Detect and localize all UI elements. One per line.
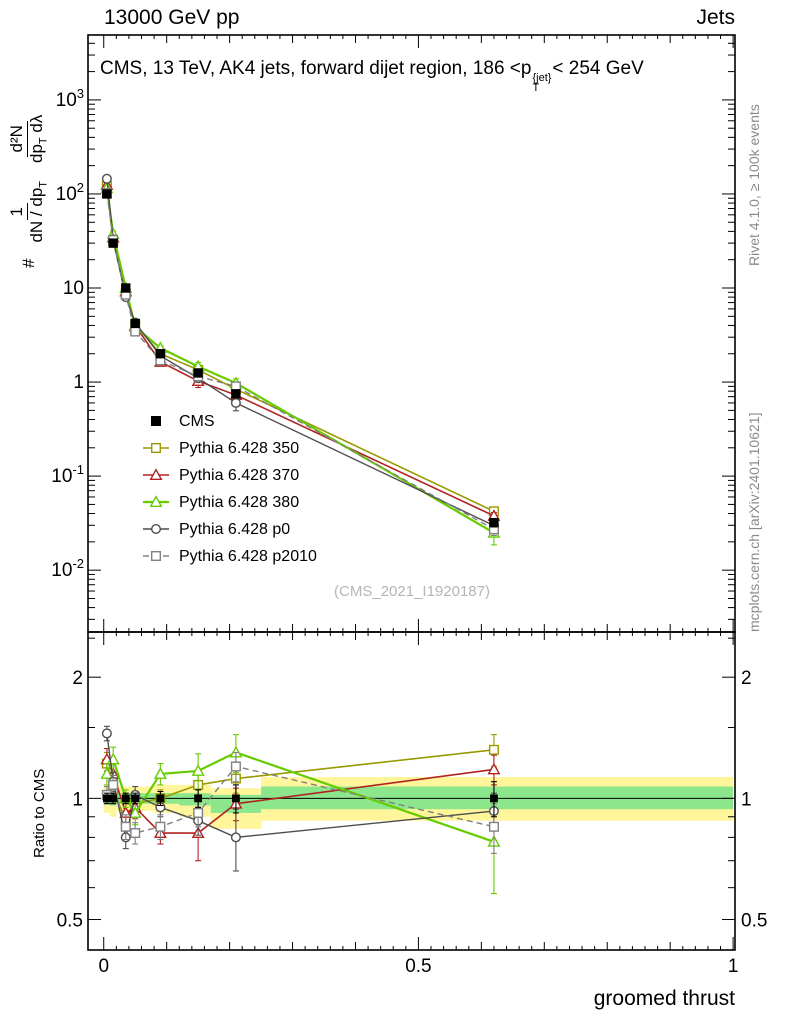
frac2-den-sub: T [37, 137, 50, 145]
frac2-den-text-2: dλ [26, 114, 46, 138]
frac1-den-sub: T [37, 180, 50, 188]
legend-label-pythia-6-428-380: Pythia 6.428 380 [179, 494, 299, 511]
frac1-numerator: 1 [7, 203, 28, 221]
watermark: (CMS_2021_I1920187) [334, 583, 490, 600]
main-series-pythia-6-428-p2010 [101, 188, 499, 537]
frac1-den-text: dN / dp [26, 187, 46, 243]
x-axis-label: groomed thrust [593, 987, 735, 1010]
side-note-rivet: Rivet 4.1.0, ≥ 100k events [746, 104, 762, 266]
legend-label-pythia-6-428-p2010: Pythia 6.428 p2010 [179, 548, 317, 565]
plot-title-suffix: < 254 GeV [552, 58, 644, 79]
svg-text:0.5: 0.5 [57, 911, 83, 932]
legend-label-pythia-6-428-350: Pythia 6.428 350 [179, 440, 299, 457]
ratio-axis-label: Ratio to CMS [31, 768, 48, 858]
frac2-numerator: d²N [7, 121, 28, 157]
panel-frames [87, 34, 736, 951]
svg-text:103: 103 [56, 86, 84, 111]
svg-text:1: 1 [73, 372, 84, 393]
svg-text:10-1: 10-1 [51, 462, 84, 487]
legend: CMS Pythia 6.428 350 Pythia 6.428 370 Pythi… [143, 413, 317, 565]
plot-title-text: CMS, 13 TeV, AK4 jets, forward dijet reg… [100, 58, 532, 79]
legend-label-cms: CMS [179, 413, 215, 430]
pt-superscript: {jet} [532, 72, 552, 84]
svg-text:0.5: 0.5 [405, 956, 431, 977]
svg-text:1: 1 [72, 789, 83, 810]
header-beam-energy: 13000 GeV pp [104, 6, 240, 29]
axis-ticks [88, 35, 735, 950]
pt-jet-sub-sup: {jet} T [532, 72, 552, 94]
y-axis-label: # 1 dN / dpT d²N dpT dλ [7, 113, 50, 268]
svg-text:2: 2 [72, 668, 83, 689]
svg-text:102: 102 [56, 180, 84, 205]
svg-text:10-2: 10-2 [51, 556, 84, 581]
svg-text:2: 2 [741, 668, 752, 689]
frac2-denominator: dpT dλ [26, 113, 50, 165]
legend-label-pythia-6-428-370: Pythia 6.428 370 [179, 467, 299, 484]
frac1-denominator: dN / dpT [26, 179, 50, 245]
plot-title: CMS, 13 TeV, AK4 jets, forward dijet reg… [100, 58, 644, 94]
svg-text:10: 10 [63, 278, 84, 299]
frac2-den-text: dp [26, 144, 46, 163]
svg-text:0.5: 0.5 [741, 911, 767, 932]
y-axis-hash: # [18, 258, 38, 268]
svg-text:0: 0 [98, 956, 109, 977]
svg-text:1: 1 [741, 789, 752, 810]
legend-label-pythia-6-428-p0: Pythia 6.428 p0 [179, 521, 290, 538]
header-analysis-group: Jets [696, 6, 735, 29]
cms-data-points [102, 189, 499, 818]
side-note-mcplots: mcplots.cern.ch [arXiv:2401.10621] [746, 412, 762, 632]
y-axis-fraction-1: 1 dN / dpT [7, 179, 50, 245]
svg-text:1: 1 [728, 956, 739, 977]
y-axis-fraction-2: d²N dpT dλ [7, 113, 50, 165]
pt-subscript: T [532, 82, 540, 94]
